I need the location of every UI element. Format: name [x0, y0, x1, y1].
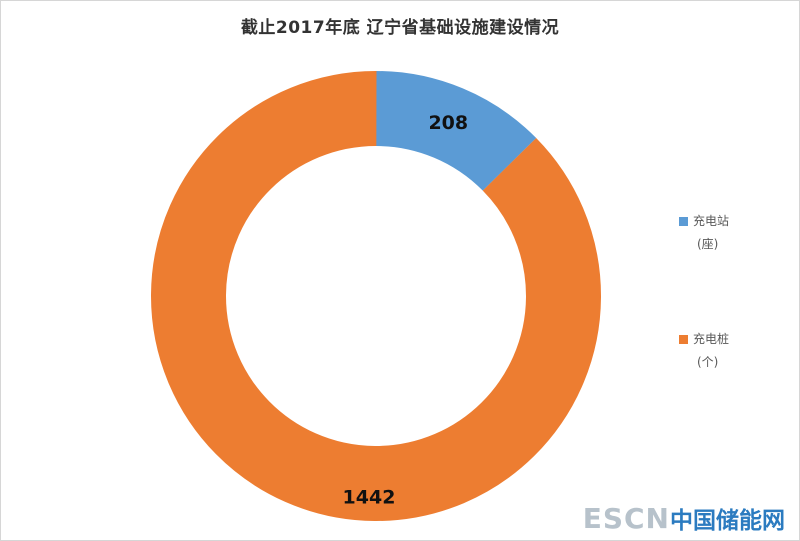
chart-legend: 充电站 (座) 充电桩 (个) — [679, 214, 759, 450]
watermark-site-name: 中国储能网 — [670, 508, 785, 534]
slice-value-label-0: 208 — [428, 112, 468, 134]
legend-unit-charging-station: (座) — [697, 236, 719, 251]
slice-value-label-1: 1442 — [343, 486, 396, 508]
legend-item-charging-station: 充电站 (座) — [679, 214, 759, 252]
legend-swatch-blue-icon — [679, 217, 688, 227]
legend-item-charging-pile: 充电桩 (个) — [679, 332, 759, 370]
donut-chart-area: 208 1442 — [146, 66, 606, 526]
chart-title: 截止2017年底 辽宁省基础设施建设情况 — [240, 18, 560, 38]
legend-unit-charging-pile: (个) — [697, 354, 719, 369]
legend-label-charging-pile: 充电桩 — [693, 332, 730, 347]
legend-row: 充电站 — [679, 214, 759, 230]
legend-swatch-orange-icon — [679, 335, 688, 345]
legend-label-charging-station: 充电站 — [693, 214, 730, 228]
donut-chart: 208 1442 — [150, 70, 601, 521]
watermark: ESCN 中国储能网 — [583, 501, 785, 535]
donut-slice-1 — [150, 70, 601, 521]
escn-logo: ESCN — [582, 502, 670, 535]
legend-row: 充电桩 — [679, 332, 759, 348]
